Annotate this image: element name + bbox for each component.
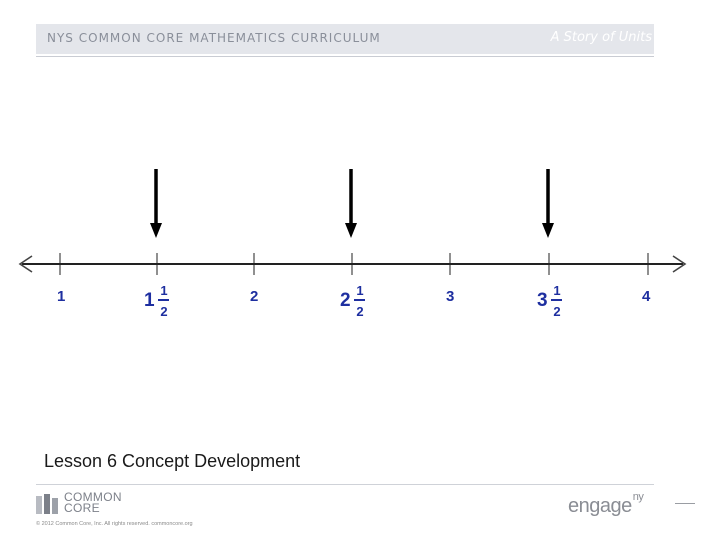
mixed-numerator: 1 [356, 283, 364, 298]
arrow-3-half [542, 169, 554, 238]
arrow-2-half [345, 169, 357, 238]
left-arrowhead [18, 255, 33, 273]
lesson-title: Lesson 6 Concept Development [44, 451, 301, 471]
header-divider [36, 56, 654, 57]
engageny-logo: engageny [568, 491, 644, 518]
mixed-whole: 3 [537, 290, 548, 311]
arrow-1-half [150, 169, 162, 238]
header-band [36, 24, 654, 54]
logo-line-1: COMMON [64, 490, 122, 504]
mixed-numerator: 1 [553, 283, 561, 298]
series-title: A Story of Units [550, 30, 652, 45]
footer-divider [36, 484, 654, 485]
engage-text: engage [568, 495, 632, 517]
label-2: 2 [250, 288, 259, 305]
ny-text: ny [632, 491, 644, 504]
fraction-bar [354, 299, 365, 301]
number-line [18, 169, 687, 275]
mixed-denominator: 2 [160, 304, 168, 319]
fraction-bar [158, 299, 169, 301]
mixed-denominator: 2 [553, 304, 561, 319]
logo-line-2: CORE [64, 501, 100, 515]
footer-dash [675, 503, 695, 504]
mixed-numerator: 1 [160, 283, 168, 298]
fraction-bar [551, 299, 562, 301]
mixed-whole: 1 [144, 290, 155, 311]
right-arrowhead [672, 255, 687, 273]
curriculum-title: NYS COMMON CORE MATHEMATICS CURRICULUM [47, 31, 381, 45]
copyright: © 2012 Common Core, Inc. All rights rese… [36, 521, 193, 527]
label-1: 1 [57, 288, 66, 305]
mixed-denominator: 2 [356, 304, 364, 319]
common-core-wordmark: COMMON CORE [64, 490, 122, 515]
label-3: 3 [446, 288, 455, 305]
label-4: 4 [642, 288, 651, 305]
mixed-whole: 2 [340, 290, 351, 311]
common-core-logo-icon [36, 494, 58, 514]
